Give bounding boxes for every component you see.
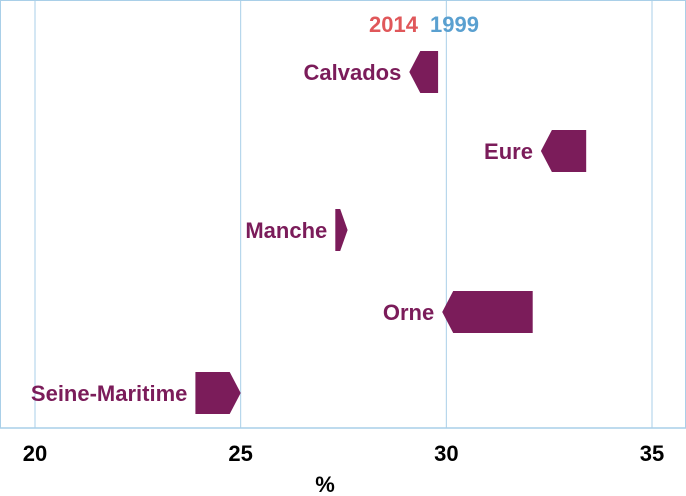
category-label-orne: Orne: [383, 300, 434, 325]
x-tick-label-35: 35: [640, 441, 664, 466]
legend-label-2014: 2014: [369, 12, 419, 37]
category-labels: Calvados Eure Manche Orne Seine-Maritime: [31, 60, 533, 406]
category-label-manche: Manche: [245, 218, 327, 243]
legend-label-1999: 1999: [430, 12, 479, 37]
x-tick-label-30: 30: [434, 441, 458, 466]
arrow-manche: [335, 209, 348, 251]
category-label-seine-maritime: Seine-Maritime: [31, 381, 188, 406]
arrow-seine-maritime: [195, 372, 241, 414]
arrow-orne: [442, 291, 533, 333]
x-axis-label: %: [315, 472, 335, 496]
arrow-eure: [540, 130, 587, 172]
x-tick-label-25: 25: [228, 441, 252, 466]
x-tick-label-20: 20: [23, 441, 47, 466]
category-label-eure: Eure: [484, 139, 533, 164]
legend: 2014 1999: [369, 12, 479, 37]
arrows: [195, 51, 587, 414]
x-tick-labels: 20 25 30 35: [23, 441, 664, 466]
arrow-calvados: [409, 51, 439, 93]
category-label-calvados: Calvados: [303, 60, 401, 85]
